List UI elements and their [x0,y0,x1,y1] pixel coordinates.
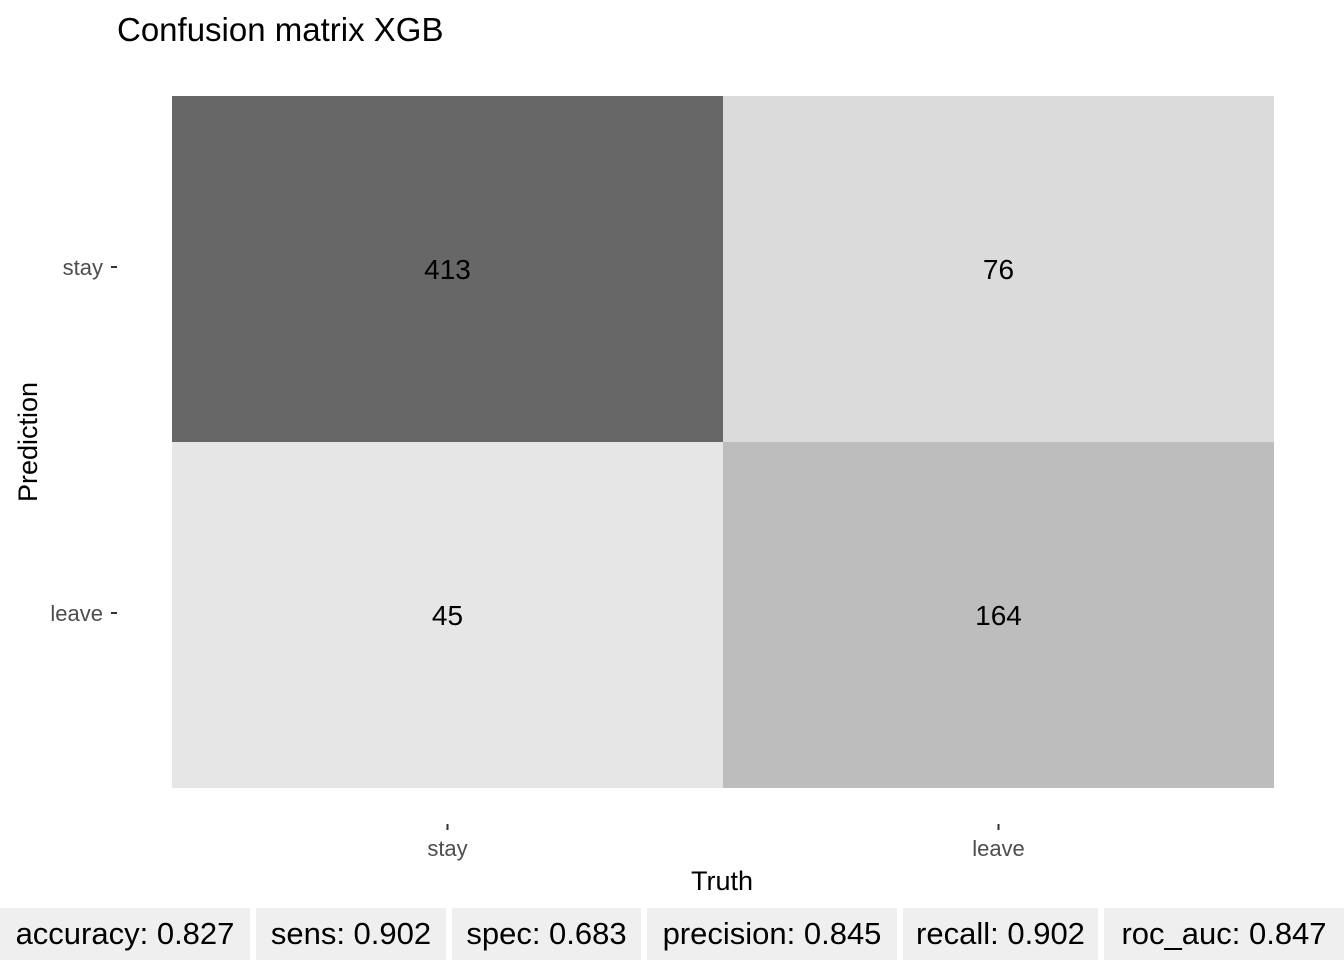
metric-roc-auc: roc_auc: 0.847 [1104,908,1344,960]
x-tick-label: stay [427,836,467,861]
heatmap-cell-leave-leave [723,442,1274,788]
y-axis-title: Prediction [13,382,43,502]
cell-value-label: 76 [983,254,1014,285]
heatmap-cell-stay-stay [172,96,723,442]
cell-value-label: 45 [432,600,463,631]
chart-title: Confusion matrix XGB [117,11,443,48]
y-tick-label: stay [63,255,103,280]
x-axis-title: Truth [691,866,753,896]
heatmap-cell-leave-stay [172,442,723,788]
heatmap-cells [172,96,1274,788]
heatmap-cell-stay-leave [723,96,1274,442]
x-tick-label: leave [972,836,1025,861]
confusion-matrix-chart: Confusion matrix XGB 413 76 45 164 stay leav… [13,11,1274,896]
cell-value-label: 413 [424,254,471,285]
metric-spec: spec: 0.683 [452,908,641,960]
metric-accuracy: accuracy: 0.827 [0,908,250,960]
metrics-bar: accuracy: 0.827 sens: 0.902 spec: 0.683 … [0,908,1344,960]
cell-value-labels: 413 76 45 164 [424,254,1022,631]
metric-precision: precision: 0.845 [647,908,897,960]
cell-value-label: 164 [975,600,1022,631]
metric-recall: recall: 0.902 [903,908,1098,960]
axes: stay leave stay leave [50,255,1024,861]
metric-sens: sens: 0.902 [256,908,446,960]
y-tick-label: leave [50,601,103,626]
